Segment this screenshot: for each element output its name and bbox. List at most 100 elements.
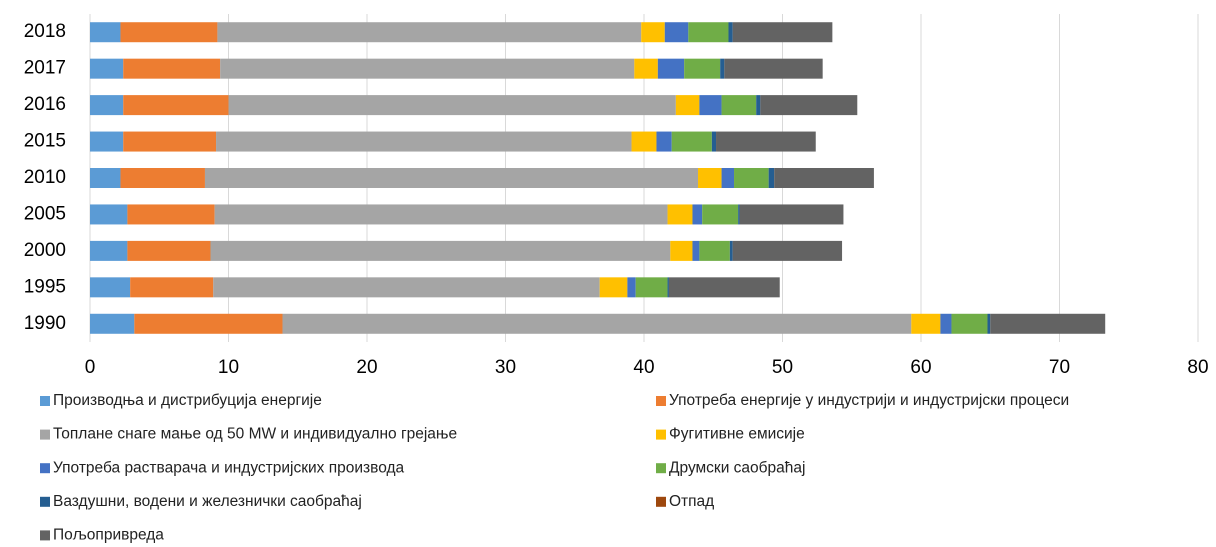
bar-segment [90, 22, 121, 43]
bar-segment [90, 168, 121, 188]
bar-segment [634, 58, 658, 79]
y-tick-label: 2017 [24, 58, 66, 79]
legend-swatch [40, 463, 50, 474]
bar-segment [127, 204, 215, 225]
bar-segment [120, 168, 205, 188]
x-tick-label: 20 [356, 357, 377, 378]
bar-segment [120, 22, 218, 43]
bar-segment [220, 58, 635, 79]
x-tick-label: 0 [85, 357, 96, 378]
legend-swatch [656, 496, 666, 507]
bar-segment [599, 277, 628, 298]
bar-segment [940, 313, 952, 334]
bar-segment [123, 58, 221, 79]
bar-segment [692, 204, 703, 225]
legend-swatch [656, 463, 666, 474]
x-tick-label: 70 [1049, 357, 1070, 378]
y-tick-label: 2016 [24, 94, 66, 115]
x-tick-label: 80 [1187, 357, 1208, 378]
y-tick-label: 2015 [24, 131, 66, 152]
bar-segment [760, 95, 858, 116]
bar-segment [90, 277, 131, 298]
bar-segment [951, 313, 988, 334]
x-tick-label: 50 [772, 357, 793, 378]
bar-segment [127, 240, 211, 261]
x-tick-label: 60 [910, 357, 931, 378]
bar-segment [768, 168, 775, 188]
bar-segment [721, 95, 757, 116]
bar-segment [664, 22, 689, 43]
bar-segment [684, 58, 721, 79]
bar-segment [90, 131, 124, 152]
legend-swatch [40, 530, 50, 541]
legend-swatch [40, 496, 50, 507]
bar-segment [721, 168, 735, 188]
bar-segment [675, 95, 700, 116]
x-tick-label: 10 [218, 357, 239, 378]
bar-segment [671, 131, 712, 152]
bar-segment [667, 277, 669, 298]
bar-segment [216, 131, 632, 152]
bar-segment [720, 58, 725, 79]
bar-segment [667, 204, 693, 225]
bar-segment [702, 204, 739, 225]
legend-swatch [656, 396, 666, 406]
y-tick-label: 2010 [24, 167, 66, 188]
legend-label: Производња и дистрибуција енергије [53, 392, 322, 409]
bar-segment [213, 277, 600, 298]
bar-segment [210, 240, 671, 261]
bar-segment [990, 313, 1106, 334]
y-tick-label: 1990 [24, 313, 66, 334]
legend-swatch [656, 429, 666, 440]
bar-segment [729, 240, 733, 261]
legend-label: Друмски саобраћај [669, 459, 805, 476]
bar-segment [739, 204, 844, 225]
bar-segment [670, 240, 693, 261]
bar-segment [204, 168, 699, 188]
bar-segment [911, 313, 941, 334]
legend-swatch [40, 429, 50, 440]
legend-label: Отпад [669, 493, 714, 510]
bar-segment [123, 95, 229, 116]
bar-segment [724, 58, 823, 79]
bar-segment [627, 277, 636, 298]
bar-segment [699, 240, 730, 261]
bar-segment [699, 95, 722, 116]
bar-segment [987, 313, 991, 334]
bar-segment [635, 277, 668, 298]
legend-label: Фугитивне емисије [669, 426, 805, 443]
bar-segment [692, 240, 700, 261]
bar-segment [668, 277, 780, 298]
legend-swatch [40, 396, 50, 406]
y-tick-label: 2018 [24, 21, 66, 42]
legend-label: Ваздушни, водени и железнички саобраћај [53, 493, 362, 510]
bar-segment [688, 22, 729, 43]
x-tick-label: 30 [495, 357, 516, 378]
bar-segment [716, 131, 816, 152]
legend-label: Употреба растварача и индустријских прои… [53, 459, 405, 476]
bar-segment [90, 240, 128, 261]
bar-segment [90, 204, 128, 225]
bar-segment [656, 131, 672, 152]
bar-segment [756, 95, 761, 116]
y-tick-label: 1995 [24, 276, 66, 297]
legend-label: Пољопривреда [53, 526, 164, 543]
bar-segment [217, 22, 642, 43]
bar-segment [698, 168, 722, 188]
legend-label: Употреба енергије у индустрији и индустр… [669, 392, 1069, 409]
bar-segment [123, 131, 217, 152]
bar-segment [130, 277, 214, 298]
bar-segment [728, 22, 733, 43]
bar-segment [657, 58, 685, 79]
x-tick-label: 40 [633, 357, 654, 378]
bar-segment [711, 131, 717, 152]
bar-segment [734, 168, 769, 188]
bar-segment [641, 22, 665, 43]
bar-segment [90, 95, 124, 116]
y-tick-label: 2005 [24, 203, 66, 224]
bar-segment [774, 168, 874, 188]
bar-segment [214, 204, 668, 225]
bar-segment [90, 58, 124, 79]
bar-segment [738, 204, 740, 225]
